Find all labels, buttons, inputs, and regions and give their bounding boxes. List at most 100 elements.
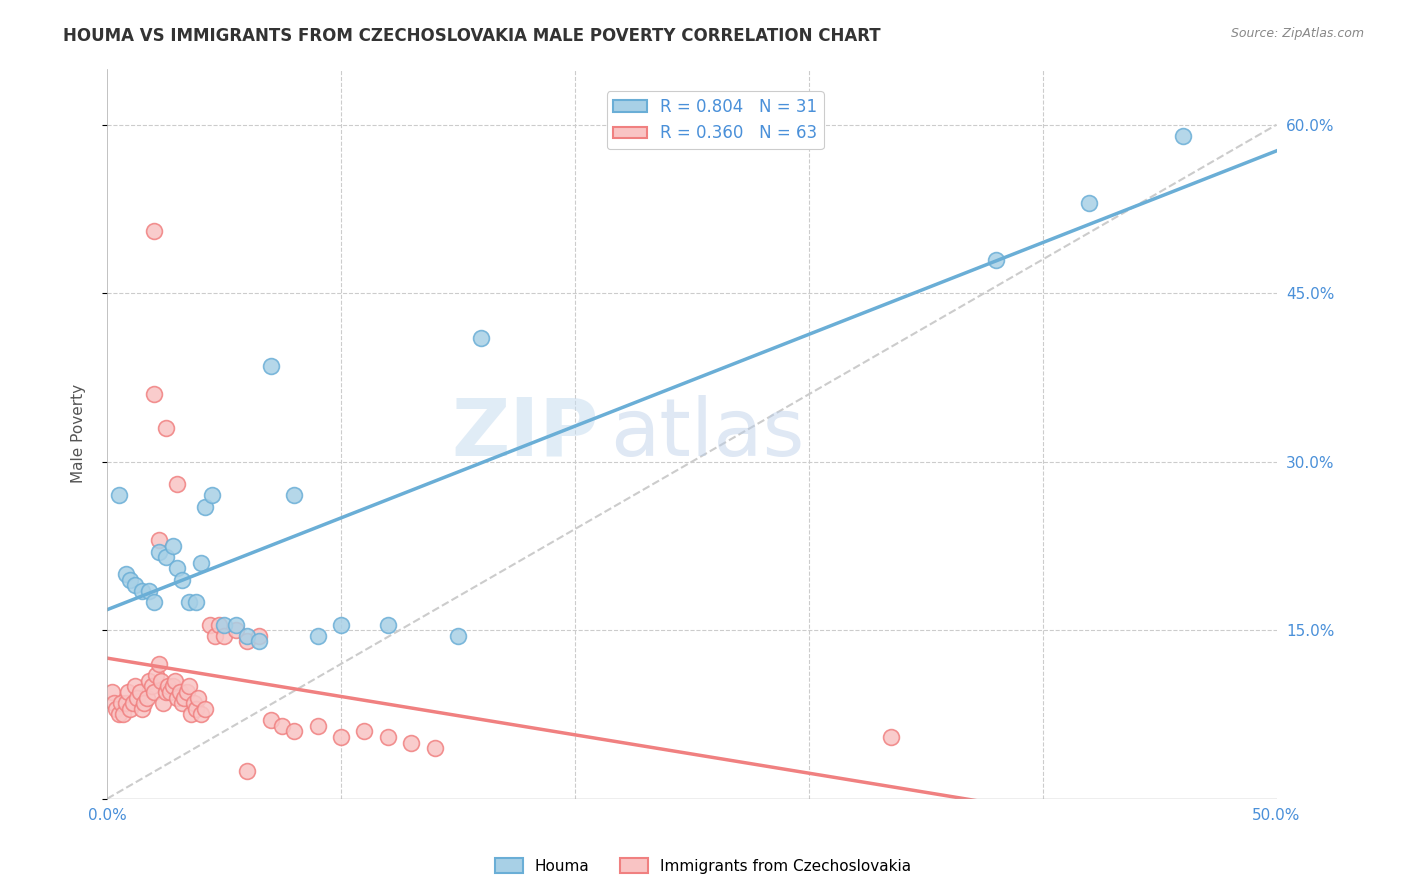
Point — [169, 685, 191, 699]
Point — [128, 685, 150, 699]
Point — [190, 556, 212, 570]
Point — [307, 629, 329, 643]
Point — [187, 690, 209, 705]
Point — [145, 668, 167, 682]
Point — [173, 690, 195, 705]
Point — [107, 488, 129, 502]
Point — [377, 617, 399, 632]
Point — [201, 488, 224, 502]
Point — [114, 567, 136, 582]
Point — [124, 680, 146, 694]
Point — [148, 533, 170, 548]
Point — [1171, 128, 1194, 143]
Point — [134, 696, 156, 710]
Point — [117, 685, 139, 699]
Point — [155, 550, 177, 565]
Point — [162, 680, 184, 694]
Point — [1078, 196, 1101, 211]
Point — [212, 629, 235, 643]
Point — [110, 696, 132, 710]
Point — [198, 617, 221, 632]
Point — [470, 331, 492, 345]
Point — [138, 583, 160, 598]
Point — [155, 421, 177, 435]
Point — [166, 561, 188, 575]
Point — [112, 707, 135, 722]
Point — [330, 617, 353, 632]
Point — [236, 634, 259, 648]
Point — [177, 680, 200, 694]
Legend: R = 0.804   N = 31, R = 0.360   N = 63: R = 0.804 N = 31, R = 0.360 N = 63 — [606, 92, 824, 149]
Point — [131, 583, 153, 598]
Point — [283, 724, 305, 739]
Point — [131, 702, 153, 716]
Point — [127, 690, 149, 705]
Point — [204, 629, 226, 643]
Text: ZIP: ZIP — [451, 394, 598, 473]
Text: Source: ZipAtlas.com: Source: ZipAtlas.com — [1230, 27, 1364, 40]
Point — [149, 673, 172, 688]
Point — [225, 617, 247, 632]
Y-axis label: Male Poverty: Male Poverty — [72, 384, 86, 483]
Point — [148, 657, 170, 671]
Point — [194, 500, 217, 514]
Point — [377, 730, 399, 744]
Point — [212, 617, 235, 632]
Point — [142, 224, 165, 238]
Point — [162, 539, 184, 553]
Point — [166, 690, 188, 705]
Point — [183, 696, 205, 710]
Point — [399, 735, 422, 749]
Point — [447, 629, 470, 643]
Point — [166, 477, 188, 491]
Point — [194, 702, 217, 716]
Point — [107, 707, 129, 722]
Point — [159, 685, 181, 699]
Point — [120, 702, 142, 716]
Point — [170, 696, 193, 710]
Point — [353, 724, 375, 739]
Point — [177, 595, 200, 609]
Point — [236, 764, 259, 778]
Point — [121, 696, 143, 710]
Point — [225, 624, 247, 638]
Point — [184, 702, 207, 716]
Point — [283, 488, 305, 502]
Point — [152, 696, 174, 710]
Point — [138, 673, 160, 688]
Text: atlas: atlas — [610, 394, 804, 473]
Point — [423, 741, 446, 756]
Point — [260, 713, 283, 727]
Point — [271, 719, 294, 733]
Point — [135, 690, 157, 705]
Legend: Houma, Immigrants from Czechoslovakia: Houma, Immigrants from Czechoslovakia — [489, 852, 917, 880]
Point — [120, 573, 142, 587]
Point — [141, 680, 163, 694]
Point — [170, 573, 193, 587]
Point — [984, 252, 1007, 267]
Point — [176, 685, 198, 699]
Point — [190, 707, 212, 722]
Point — [155, 685, 177, 699]
Point — [247, 634, 270, 648]
Point — [180, 707, 202, 722]
Point — [124, 578, 146, 592]
Point — [148, 544, 170, 558]
Point — [260, 359, 283, 374]
Point — [330, 730, 353, 744]
Point — [156, 680, 179, 694]
Point — [142, 595, 165, 609]
Point — [247, 629, 270, 643]
Point — [184, 595, 207, 609]
Point — [307, 719, 329, 733]
Point — [105, 702, 128, 716]
Point — [163, 673, 186, 688]
Point — [100, 685, 122, 699]
Point — [103, 696, 125, 710]
Point — [236, 629, 259, 643]
Point — [879, 730, 901, 744]
Point — [142, 685, 165, 699]
Point — [142, 387, 165, 401]
Point — [208, 617, 231, 632]
Point — [114, 696, 136, 710]
